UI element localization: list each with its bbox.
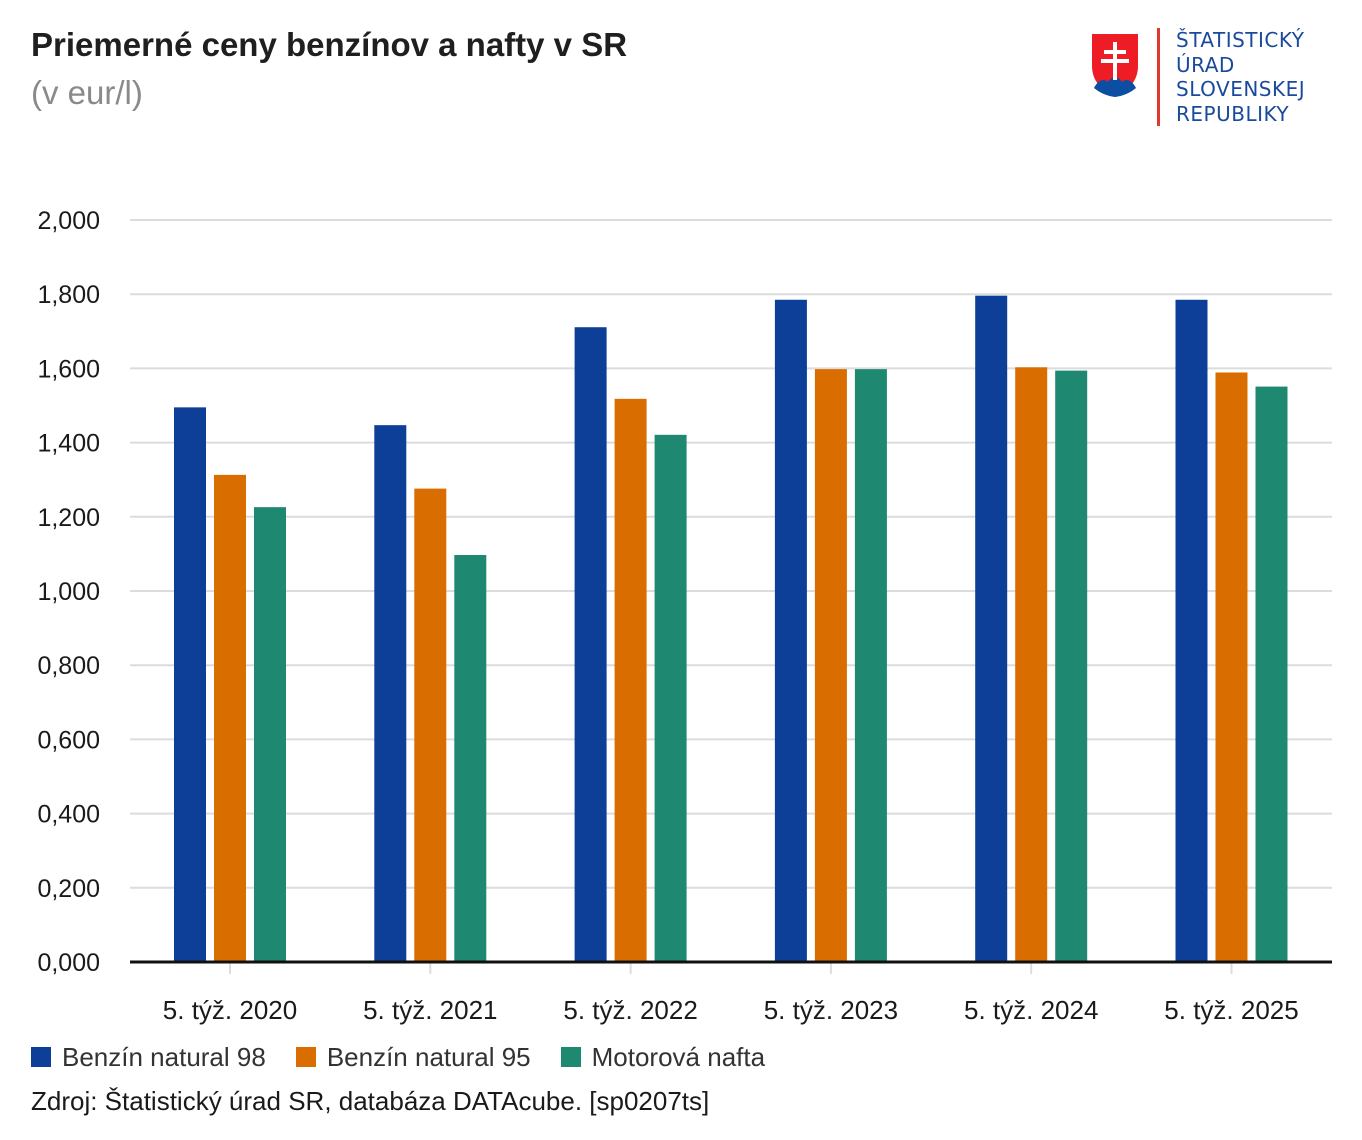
bar (1215, 372, 1248, 963)
logo-divider (1157, 28, 1160, 126)
bar (574, 327, 607, 962)
legend-label: Benzín natural 98 (62, 1041, 266, 1072)
y-tick-label: 2,000 (37, 207, 100, 235)
x-tick-label: 5. týž. 2020 (163, 995, 297, 1025)
chart-title: Priemerné ceny benzínov a nafty v SR (31, 26, 628, 63)
slovak-coat-of-arms-icon (1090, 32, 1140, 99)
bar (414, 488, 447, 962)
bar (814, 369, 847, 963)
bar (214, 474, 246, 962)
legend-swatch (560, 1047, 581, 1067)
bar (454, 555, 487, 962)
bar (654, 434, 687, 963)
chart-subtitle: (v eur/l) (31, 74, 143, 111)
x-tick-label: 5. týž. 2022 (563, 995, 697, 1025)
legend-label: Benzín natural 95 (326, 1041, 531, 1072)
y-tick-label: 1,600 (37, 355, 100, 383)
bar (1015, 367, 1048, 962)
bar (1175, 299, 1208, 962)
y-tick-label: 0,000 (37, 949, 100, 977)
logo-line: ŠTATISTICKÝ (1176, 28, 1305, 52)
y-tick-label: 0,800 (37, 652, 100, 680)
legend-label: Motorová nafta (591, 1041, 766, 1072)
legend-item-benzin-98[interactable]: Benzín natural 98 (31, 1042, 266, 1073)
legend-swatch (295, 1047, 316, 1067)
logo-line: ÚRAD (1176, 52, 1235, 77)
source-note: Zdroj: Štatistický úrad SR, databáza DAT… (31, 1086, 710, 1116)
chart-legend: Benzín natural 98 Benzín natural 95 Moto… (31, 1040, 795, 1074)
bar (174, 407, 206, 963)
bar (854, 369, 887, 963)
statistical-office-logo: ŠTATISTICKÝ ÚRAD SLOVENSKEJ REPUBLIKY (1088, 28, 1338, 128)
bar (975, 295, 1008, 963)
y-tick-label: 1,800 (37, 281, 100, 309)
logo-line: SLOVENSKEJ (1176, 77, 1306, 101)
x-tick-label: 5. týž. 2023 (764, 995, 898, 1025)
bar (1255, 386, 1288, 963)
bar (254, 507, 286, 962)
y-tick-label: 0,400 (37, 801, 100, 829)
x-tick-label: 5. týž. 2021 (363, 995, 497, 1025)
x-tick-label: 5. týž. 2025 (1164, 995, 1298, 1025)
legend-item-nafta[interactable]: Motorová nafta (560, 1041, 766, 1073)
y-tick-label: 1,000 (37, 578, 100, 606)
bar (774, 299, 807, 962)
bar (374, 425, 407, 963)
bar (1055, 370, 1088, 963)
bar (614, 398, 647, 962)
x-tick-label: 5. týž. 2024 (964, 995, 1098, 1025)
y-tick-label: 1,400 (37, 430, 100, 458)
legend-swatch (31, 1047, 51, 1067)
y-tick-label: 0,200 (37, 875, 100, 903)
logo-line: REPUBLIKY (1176, 101, 1290, 126)
y-tick-label: 1,200 (37, 504, 100, 532)
legend-item-benzin-95[interactable]: Benzín natural 95 (295, 1041, 531, 1073)
logo-text: ŠTATISTICKÝ ÚRAD SLOVENSKEJ REPUBLIKY (1176, 28, 1305, 126)
y-tick-label: 0,600 (37, 726, 100, 754)
